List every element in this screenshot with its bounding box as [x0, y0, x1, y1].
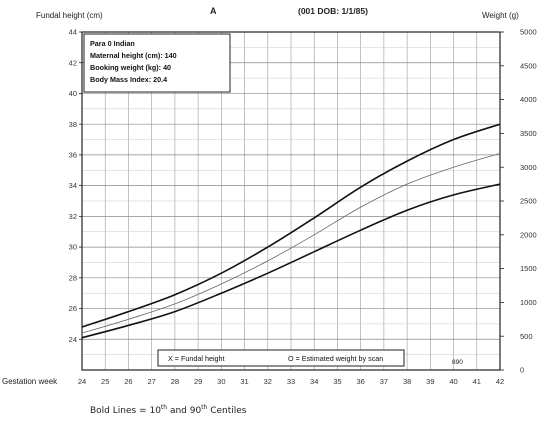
y-tick-label: 38: [69, 120, 77, 129]
x-axis-label: Gestation week: [2, 377, 58, 386]
y2-tick-label: 2000: [520, 230, 537, 239]
info-maternal-height: Maternal height (cm): 140: [90, 51, 177, 60]
centile-lines: [81, 123, 501, 339]
x-tick-label: 33: [287, 377, 295, 386]
right-axis-title: Weight (g): [482, 11, 519, 20]
y-tick-label: 40: [69, 89, 77, 98]
y2-tick-label: 4500: [520, 61, 537, 70]
patient-info-box: Para 0 Indian Maternal height (cm): 140 …: [83, 33, 231, 93]
centile-footnote: Bold Lines = 10th and 90th Centiles: [90, 404, 247, 416]
x-tick-label: 30: [217, 377, 225, 386]
info-bmi: Body Mass Index: 20.4: [90, 75, 167, 84]
x-tick-label: 28: [171, 377, 179, 386]
legend: X = Fundal height O = Estimated weight b…: [157, 349, 405, 367]
y-tick-label: 32: [69, 212, 77, 221]
y-tick-label: 28: [69, 273, 77, 282]
y2-tick-label: 0: [520, 366, 524, 375]
x-tick-label: 42: [496, 377, 504, 386]
footnote-middle: and 90: [167, 406, 202, 416]
centile-line-3: [81, 183, 501, 339]
x-tick-label: 39: [426, 377, 434, 386]
x-tick-label: 31: [240, 377, 248, 386]
x-tick-label: 40: [449, 377, 457, 386]
x-tick-label: 35: [333, 377, 341, 386]
y2-tick-label: 5000: [520, 28, 537, 37]
footnote-prefix: Bold Lines = 10: [90, 406, 161, 416]
x-tick-label: 25: [101, 377, 109, 386]
patient-info-frame: [83, 33, 231, 93]
legend-weight: O = Estimated weight by scan: [288, 354, 383, 363]
y-tick-label: 42: [69, 58, 77, 67]
x-tick-label: 32: [264, 377, 272, 386]
fundal-height-ticks: 24 26 28 30 32 34 36 38 40 42 44: [69, 28, 82, 344]
y-tick-label: 30: [69, 243, 77, 252]
y2-tick-label: 2500: [520, 197, 537, 206]
y2-tick-label: 1000: [520, 298, 537, 307]
x-tick-label: 36: [356, 377, 364, 386]
centile-line-1: [81, 123, 501, 328]
header-letter: A: [210, 6, 217, 16]
x-tick-label: 37: [380, 377, 388, 386]
header-id: (001 DOB: 1/1/85): [298, 6, 368, 16]
centile-line-2: [81, 153, 501, 334]
y-tick-label: 34: [69, 181, 77, 190]
x-tick-label: 41: [473, 377, 481, 386]
legend-fundal: X = Fundal height: [168, 354, 225, 363]
footnote-sup-1: th: [160, 404, 168, 411]
footnote-suffix: Centiles: [207, 406, 247, 416]
info-booking-weight: Booking weight (kg): 40: [90, 63, 171, 72]
y2-tick-label: 3000: [520, 163, 537, 172]
weight-ticks: 0 500 1000 1500 2000 2500 3000 3500 4000 4500 5000: [500, 28, 537, 375]
y2-tick-label: 500: [520, 332, 533, 341]
x-tick-label: 29: [194, 377, 202, 386]
y-tick-label: 26: [69, 304, 77, 313]
y-tick-label: 44: [69, 28, 77, 37]
gestation-week-ticks: 24 25 26 27 28 29 30 31 32 33 34 35 36 37 38 39 40 41 42: [78, 377, 504, 386]
x-tick-label: 24: [78, 377, 86, 386]
left-axis-title: Fundal height (cm): [36, 11, 103, 20]
y2-tick-label: 1500: [520, 264, 537, 273]
y2-tick-label: 3500: [520, 129, 537, 138]
y-tick-label: 36: [69, 151, 77, 160]
x-tick-label: 34: [310, 377, 318, 386]
y-tick-label: 24: [69, 335, 77, 344]
footnote-sup-2: th: [201, 404, 208, 411]
x-tick-label: 27: [147, 377, 155, 386]
x-tick-label: 26: [124, 377, 132, 386]
info-para: Para 0 Indian: [90, 39, 135, 48]
y2-tick-label: 4000: [520, 95, 537, 104]
corner-mark: 890: [452, 359, 463, 366]
x-tick-label: 38: [403, 377, 411, 386]
legend-frame: [157, 349, 405, 367]
